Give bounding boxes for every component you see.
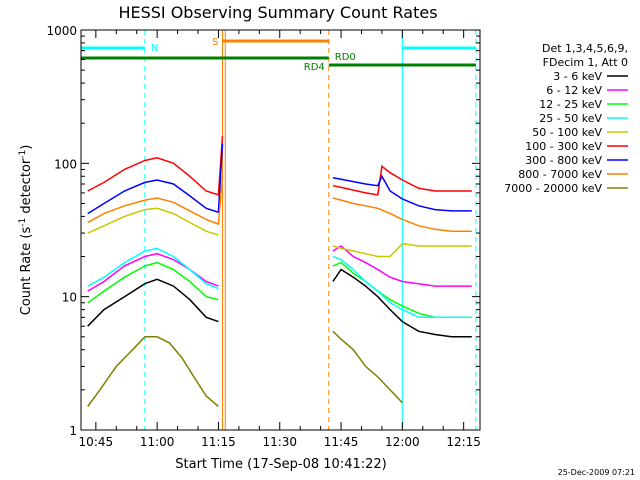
rd0-label: RD0	[335, 52, 356, 63]
x-tick-label: 12:15	[446, 435, 481, 449]
y-axis-label-sup2: -1	[18, 150, 28, 159]
night-label: N	[151, 43, 158, 54]
y-axis-label-sup1: -1	[18, 218, 28, 227]
series-line-3	[87, 247, 219, 290]
legend-label: 50 - 100 keV	[532, 126, 602, 139]
rd4-label: RD4	[304, 62, 325, 73]
footer-date: 25-Dec-2009 07:21	[558, 468, 635, 477]
y-axis-label: Count Rate (s-1 detector-1)	[18, 145, 34, 316]
y-axis-label-end: )	[19, 145, 34, 150]
series-line-1	[87, 252, 219, 292]
y-tick-label: 100	[54, 157, 77, 171]
series-line-3	[332, 255, 472, 319]
y-tick-label: 1	[69, 424, 77, 438]
y-tick-label: 1000	[46, 24, 77, 38]
plot-frame	[80, 29, 481, 431]
legend: Det 1,3,4,5,6,9, FDecim 1, Att 0 3 - 6 k…	[504, 42, 628, 195]
x-tick-label: 11:00	[140, 435, 175, 449]
x-tick-label: 11:30	[262, 435, 297, 449]
chart-title: HESSI Observing Summary Count Rates	[118, 3, 437, 22]
legend-header-1: Det 1,3,4,5,6,9,	[542, 42, 628, 55]
legend-label: 300 - 800 keV	[525, 154, 602, 167]
legend-label: 100 - 300 keV	[525, 140, 602, 153]
series-line-1	[332, 245, 472, 287]
x-tick-label: 11:15	[201, 435, 236, 449]
x-tick-label: 11:45	[324, 435, 359, 449]
y-tick-label: 10	[62, 291, 77, 305]
legend-header-2: FDecim 1, Att 0	[543, 56, 628, 69]
series-line-4	[332, 242, 472, 258]
series-line-0	[87, 278, 219, 327]
series-line-7	[87, 176, 224, 226]
series-line-7	[332, 197, 472, 232]
series-group	[87, 136, 472, 408]
saa-label: S	[212, 37, 218, 48]
legend-label: 12 - 25 keV	[539, 98, 602, 111]
legend-label: 3 - 6 keV	[553, 70, 602, 83]
y-axis-label-mid: detector	[19, 158, 34, 218]
series-line-6	[332, 174, 472, 212]
x-axis-label: Start Time (17-Sep-08 10:41:22)	[175, 457, 386, 472]
axes: 10:45 11:00 11:15 11:30 11:45 12:00 12:15 1 10 10…	[46, 24, 480, 449]
observing-annotations: N S RD0 RD4	[80, 30, 477, 430]
legend-label: 7000 - 20000 keV	[504, 182, 602, 195]
series-line-8	[87, 336, 219, 408]
legend-label: 25 - 50 keV	[539, 112, 602, 125]
series-line-6	[87, 143, 224, 215]
legend-label: 6 - 12 keV	[546, 84, 602, 97]
series-line-5	[87, 136, 224, 196]
legend-label: 800 - 7000 keV	[518, 168, 602, 181]
x-tick-label: 12:00	[385, 435, 420, 449]
series-line-4	[87, 207, 219, 236]
series-line-0	[332, 268, 472, 338]
series-line-5	[332, 164, 472, 196]
x-tick-label: 10:45	[79, 435, 114, 449]
y-axis-label-main: Count Rate (s	[19, 227, 34, 316]
series-line-2	[87, 261, 219, 304]
series-line-8	[332, 330, 403, 404]
